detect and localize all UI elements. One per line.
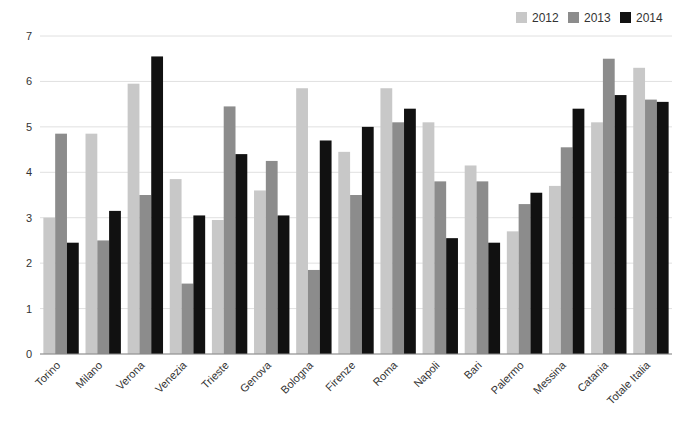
bar — [67, 243, 79, 354]
bar — [404, 109, 416, 354]
series — [67, 56, 669, 354]
bar — [446, 238, 458, 354]
chart: 0 1 2 3 4 5 6 7 Torino Milano VeronaVenezia Trieste… — [0, 0, 682, 446]
bar — [212, 220, 224, 354]
bar — [350, 195, 362, 354]
x-tick-label: Milano — [73, 359, 104, 390]
x-tick-label: Bologna — [278, 358, 316, 396]
bar — [633, 68, 645, 354]
bar — [657, 102, 669, 354]
bar — [43, 218, 55, 354]
x-tick-label: Roma — [370, 358, 400, 388]
bar — [224, 106, 236, 354]
bar — [338, 152, 350, 354]
legend-swatch — [568, 12, 579, 23]
bar — [266, 161, 278, 354]
legend: 2012 2013 2014 — [516, 11, 663, 25]
bar — [488, 243, 500, 354]
y-tick-label: 6 — [26, 75, 32, 87]
bar — [423, 122, 435, 354]
series — [55, 59, 657, 354]
x-tick-label: Catania — [575, 358, 611, 394]
bar — [308, 270, 320, 354]
x-tick-label: Totale Italia — [605, 358, 653, 406]
x-tick-label: Messina — [531, 358, 569, 396]
bar — [645, 100, 657, 354]
bar — [380, 88, 392, 354]
grid-line — [40, 354, 672, 355]
x-tick-label: Firenze — [323, 359, 357, 393]
chart-container: 0 1 2 3 4 5 6 7 Torino Milano VeronaVenezia Trieste… — [0, 0, 682, 446]
y-tick-label: 0 — [26, 348, 32, 360]
y-tick-label: 1 — [26, 303, 32, 315]
x-tick-label: Venezia — [153, 358, 190, 395]
bar — [170, 179, 182, 354]
bars — [43, 56, 668, 354]
bar — [561, 147, 573, 354]
bar — [434, 181, 446, 354]
bar — [519, 204, 531, 354]
x-tick-label: Napoli — [411, 359, 442, 390]
x-tick-label: Genova — [237, 358, 273, 394]
x-tick-label: Torino — [33, 359, 63, 389]
bar — [320, 140, 332, 354]
bar — [139, 195, 151, 354]
series — [43, 68, 645, 354]
bar — [151, 56, 163, 354]
bar — [507, 231, 519, 354]
bar — [477, 181, 489, 354]
y-tick-label: 4 — [26, 166, 32, 178]
y-tick-label: 3 — [26, 212, 32, 224]
bar — [86, 134, 98, 354]
y-tick-label: 7 — [26, 30, 32, 42]
grid — [40, 36, 672, 354]
bar — [278, 215, 290, 354]
x-tick-label: Bari — [461, 359, 483, 381]
x-tick-label: Palermo — [488, 359, 525, 396]
legend-label: 2012 — [532, 11, 559, 25]
bar — [573, 109, 585, 354]
legend-label: 2014 — [636, 11, 663, 25]
x-tick-label: Verona — [114, 358, 148, 392]
bar — [182, 284, 194, 354]
x-tick-label: Trieste — [199, 359, 231, 391]
bar — [109, 211, 121, 354]
x-axis-line — [40, 354, 672, 355]
bar — [591, 122, 603, 354]
bar — [603, 59, 615, 354]
bar — [465, 165, 477, 354]
bar — [193, 215, 205, 354]
y-tick-label: 5 — [26, 121, 32, 133]
bar — [615, 95, 627, 354]
bar — [128, 84, 140, 354]
legend-swatch — [620, 12, 631, 23]
bar — [296, 88, 308, 354]
legend-swatch — [516, 12, 527, 23]
grid-line — [40, 81, 672, 82]
legend-label: 2013 — [584, 11, 611, 25]
bar — [362, 127, 374, 354]
bar — [254, 190, 266, 354]
bar — [392, 122, 404, 354]
bar — [549, 186, 561, 354]
bar — [55, 134, 67, 354]
grid-line — [40, 36, 672, 37]
y-tick-label: 2 — [26, 257, 32, 269]
bar — [235, 154, 247, 354]
bar — [97, 240, 109, 354]
bar — [530, 193, 542, 354]
